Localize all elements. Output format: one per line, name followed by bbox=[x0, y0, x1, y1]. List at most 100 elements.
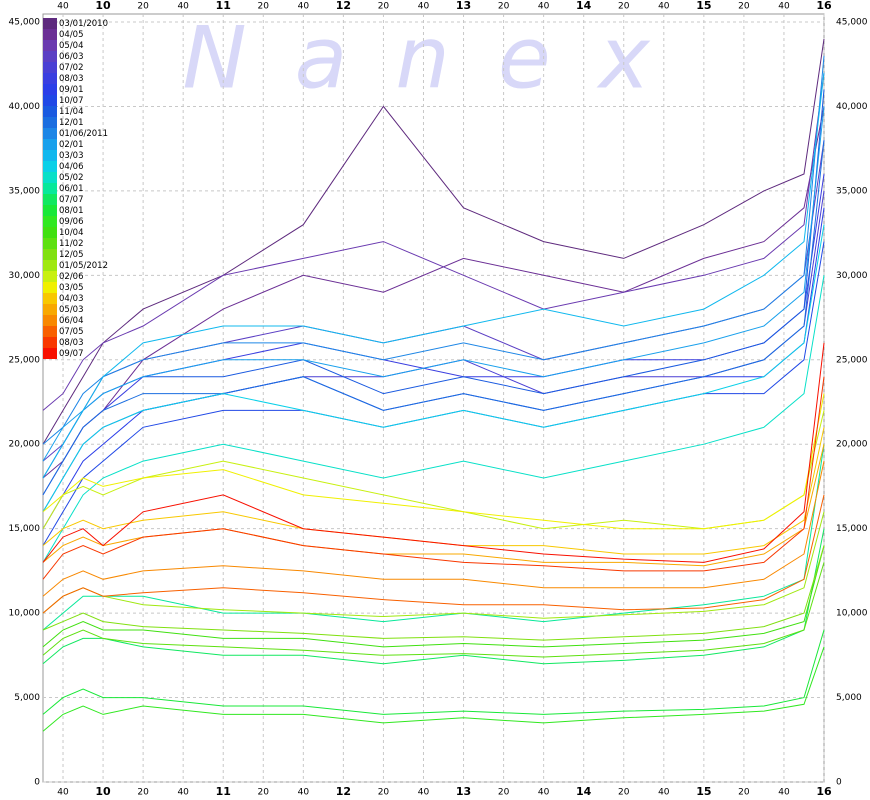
legend-swatch bbox=[43, 271, 57, 282]
legend-swatch bbox=[43, 183, 57, 194]
series-line bbox=[42, 528, 825, 665]
x-tick-label: 20 bbox=[137, 788, 149, 798]
legend-label: 04/06 bbox=[59, 162, 84, 172]
x-tick-label: 15 bbox=[696, 0, 711, 12]
legend-label: 06/03 bbox=[59, 52, 84, 62]
legend-label: 07/05 bbox=[59, 327, 84, 337]
x-tick-label: 40 bbox=[298, 2, 310, 12]
legend-label: 06/04 bbox=[59, 316, 84, 326]
legend-swatch bbox=[43, 106, 57, 117]
series-line bbox=[42, 494, 825, 614]
legend-swatch bbox=[43, 282, 57, 293]
series-line bbox=[42, 106, 825, 462]
y-tick-label: 25,000 bbox=[836, 355, 868, 365]
legend-label: 07/02 bbox=[59, 63, 84, 73]
legend-swatch bbox=[43, 227, 57, 238]
x-tick-label: 20 bbox=[618, 2, 630, 12]
series-line bbox=[42, 444, 825, 631]
x-tick-label: 11 bbox=[216, 785, 231, 798]
legend-swatch bbox=[43, 216, 57, 227]
x-tick-label: 40 bbox=[658, 788, 670, 798]
y-tick-label: 25,000 bbox=[9, 355, 41, 365]
legend-swatch bbox=[43, 194, 57, 205]
x-tick-label: 40 bbox=[57, 788, 69, 798]
y-tick-label: 45,000 bbox=[9, 18, 41, 28]
x-tick-label: 13 bbox=[456, 785, 471, 798]
y-tick-label: 10,000 bbox=[9, 609, 41, 619]
legend-label: 09/07 bbox=[59, 349, 84, 359]
x-tick-label: 16 bbox=[816, 785, 832, 798]
legend-label: 10/04 bbox=[59, 228, 84, 238]
y-tick-label: 5,000 bbox=[14, 693, 40, 703]
legend-label: 07/07 bbox=[59, 195, 84, 205]
x-tick-label: 14 bbox=[576, 785, 592, 798]
legend-label: 03/01/2010 bbox=[59, 19, 108, 29]
legend-label: 06/01 bbox=[59, 184, 84, 194]
x-tick-label: 40 bbox=[778, 2, 790, 12]
legend-label: 05/02 bbox=[59, 173, 84, 183]
y-tick-label: 45,000 bbox=[836, 18, 868, 28]
x-tick-label: 20 bbox=[618, 788, 630, 798]
x-tick-label: 13 bbox=[456, 0, 471, 12]
x-tick-label: 40 bbox=[177, 788, 189, 798]
legend-label: 08/03 bbox=[59, 74, 84, 84]
y-tick-label: 10,000 bbox=[836, 609, 868, 619]
y-tick-label: 35,000 bbox=[836, 186, 868, 196]
legend-label: 11/04 bbox=[59, 107, 84, 117]
legend-swatch bbox=[43, 62, 57, 73]
x-tick-label: 10 bbox=[95, 0, 111, 12]
x-tick-label: 40 bbox=[538, 2, 550, 12]
x-tick-label: 10 bbox=[95, 785, 111, 798]
x-tick-label: 40 bbox=[177, 2, 189, 12]
legend-swatch bbox=[43, 326, 57, 337]
y-tick-label: 0 bbox=[34, 778, 40, 788]
legend-label: 08/03 bbox=[59, 338, 84, 348]
legend-swatch bbox=[43, 337, 57, 348]
y-tick-label: 30,000 bbox=[9, 271, 41, 281]
series-line bbox=[42, 460, 825, 597]
x-tick-label: 20 bbox=[378, 788, 390, 798]
legend-swatch bbox=[43, 150, 57, 161]
legend-swatch bbox=[43, 238, 57, 249]
legend-swatch bbox=[43, 29, 57, 40]
x-tick-label: 20 bbox=[378, 2, 390, 12]
y-tick-label: 15,000 bbox=[836, 524, 868, 534]
legend-swatch bbox=[43, 161, 57, 172]
series-line bbox=[42, 72, 825, 411]
x-tick-label: 12 bbox=[336, 0, 351, 12]
legend-swatch bbox=[43, 304, 57, 315]
series-line bbox=[42, 393, 825, 530]
series-line bbox=[42, 545, 825, 648]
legend-label: 05/04 bbox=[59, 41, 84, 51]
y-tick-label: 30,000 bbox=[836, 271, 868, 281]
watermark: Nanex bbox=[182, 8, 697, 108]
legend-label: 02/01 bbox=[59, 140, 84, 150]
x-tick-label: 20 bbox=[738, 2, 750, 12]
y-tick-label: 20,000 bbox=[836, 440, 868, 450]
series-line bbox=[42, 72, 825, 479]
legend-swatch bbox=[43, 348, 57, 359]
x-tick-label: 14 bbox=[576, 0, 592, 12]
x-tick-label: 12 bbox=[336, 785, 351, 798]
x-tick-label: 20 bbox=[498, 788, 510, 798]
series-line bbox=[42, 562, 825, 658]
legend-label: 05/03 bbox=[59, 305, 84, 315]
legend-swatch bbox=[43, 18, 57, 29]
x-tick-label: 16 bbox=[816, 0, 832, 12]
plot-frame bbox=[42, 13, 825, 783]
legend-swatch bbox=[43, 128, 57, 139]
x-tick-label: 40 bbox=[57, 2, 69, 12]
x-tick-label: 20 bbox=[258, 2, 270, 12]
x-tick-label: 20 bbox=[258, 788, 270, 798]
legend-swatch bbox=[43, 84, 57, 95]
legend-swatch bbox=[43, 260, 57, 271]
legend-label: 01/06/2011 bbox=[59, 129, 108, 139]
series-line bbox=[42, 342, 825, 563]
x-tick-label: 11 bbox=[216, 0, 231, 12]
legend-swatch bbox=[43, 205, 57, 216]
y-tick-label: 5,000 bbox=[836, 693, 862, 703]
series-line bbox=[42, 224, 825, 513]
series-line bbox=[42, 629, 825, 715]
legend-swatch bbox=[43, 40, 57, 51]
